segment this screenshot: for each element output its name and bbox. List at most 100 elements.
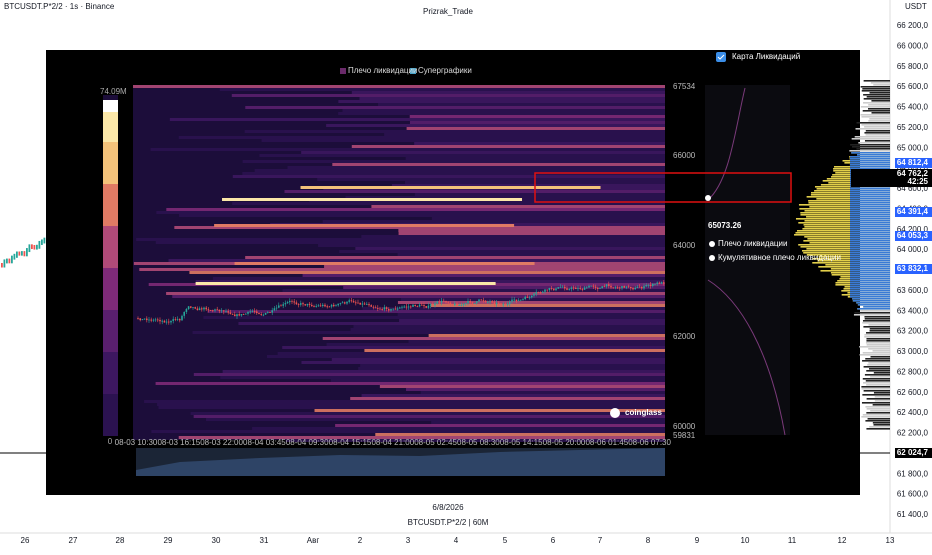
price-tick: 64 000,0: [897, 245, 929, 254]
candle: [517, 300, 520, 302]
candle: [524, 296, 526, 299]
candle: [388, 308, 390, 311]
profile-bar: [850, 290, 890, 292]
heat-band: [232, 175, 666, 178]
heat-band: [301, 361, 665, 364]
heat-band: [158, 406, 665, 409]
candle: [231, 313, 234, 315]
heat-band: [190, 412, 665, 415]
candle: [658, 282, 661, 284]
candle: [341, 302, 344, 304]
candle: [537, 292, 540, 293]
profile-bar: [850, 254, 890, 256]
time-tick: 28: [116, 536, 125, 545]
candle: [489, 301, 491, 303]
price-badge: [895, 231, 932, 241]
candle: [542, 291, 544, 293]
profile-bar: [804, 236, 890, 238]
price-tick: 64 600,0: [897, 184, 929, 193]
candle: [234, 314, 236, 317]
profile-bar: [850, 220, 890, 222]
candle: [583, 287, 586, 290]
candle: [374, 307, 377, 309]
profile-bar: [807, 238, 890, 240]
x-label: 08-05 02:45: [414, 438, 457, 447]
candle: [344, 302, 346, 304]
profile-bar: [850, 188, 890, 190]
candle: [271, 310, 273, 313]
profile-bar: [861, 124, 890, 126]
candle: [359, 302, 361, 305]
candle: [225, 311, 227, 313]
price-tick: 61 800,0: [897, 469, 929, 478]
profile-bar: [862, 352, 890, 354]
candle: [581, 288, 584, 290]
time-tick: 31: [260, 536, 269, 545]
candle: [357, 302, 359, 304]
legend-label: Суперграфики: [418, 66, 472, 75]
profile-bar: [850, 264, 890, 266]
profile-bar: [854, 312, 890, 314]
heat-band: [391, 184, 665, 187]
candle: [28, 244, 31, 253]
profile-bar: [850, 268, 890, 270]
candle: [165, 321, 168, 323]
profile-bar: [863, 98, 890, 100]
profile-bar: [862, 322, 890, 324]
profile-bar: [850, 296, 890, 298]
profile-bar: [870, 376, 890, 378]
y-label: 60000: [673, 422, 696, 431]
time-tick: 8: [646, 536, 651, 545]
profile-bar: [850, 162, 890, 164]
heat-band: [409, 121, 665, 124]
profile-bar: [872, 404, 890, 406]
candle: [535, 292, 537, 294]
checkbox[interactable]: [716, 52, 726, 62]
candle: [623, 286, 625, 288]
profile-bar: [865, 380, 890, 382]
heat-band: [301, 151, 665, 154]
candle: [561, 286, 564, 288]
heat-band: [245, 256, 665, 259]
profile-bar: [804, 220, 890, 222]
candle: [643, 286, 645, 289]
side-legend-label: Плечо ликвидации: [718, 239, 787, 248]
candle: [335, 305, 337, 307]
candle: [500, 303, 502, 305]
heat-band: [362, 307, 665, 310]
profile-bar: [861, 402, 890, 404]
candle: [242, 314, 245, 315]
heat-band: [384, 133, 665, 136]
heat-band: [136, 238, 665, 241]
scale-step: [103, 310, 118, 352]
profile-bar: [870, 356, 890, 358]
heat-band: [189, 271, 665, 274]
price-tick: 62 200,0: [897, 429, 929, 438]
heat-band: [351, 91, 665, 94]
profile-bar: [851, 152, 890, 154]
scale-max: 74.09M: [100, 87, 127, 96]
candle: [454, 303, 456, 306]
candle: [286, 302, 289, 304]
profile-bar: [856, 302, 890, 304]
candle: [528, 297, 531, 299]
profile-bar: [850, 228, 890, 230]
time-tick: 5: [503, 536, 508, 545]
candle: [18, 251, 21, 256]
candle: [251, 311, 254, 312]
candle: [174, 319, 177, 320]
candle: [407, 306, 410, 308]
profile-bar: [850, 234, 890, 236]
candle: [275, 307, 278, 309]
candle: [253, 311, 256, 312]
price-badge-label: 63 832,1: [897, 264, 929, 273]
candle: [141, 319, 144, 321]
candle: [434, 303, 436, 306]
candle: [638, 286, 641, 288]
candle: [469, 301, 471, 303]
checkmark: [717, 54, 725, 60]
heat-band: [282, 346, 665, 349]
candle: [597, 287, 599, 289]
x-label: 08-04 03:45: [243, 438, 286, 447]
profile-bar: [850, 282, 890, 284]
